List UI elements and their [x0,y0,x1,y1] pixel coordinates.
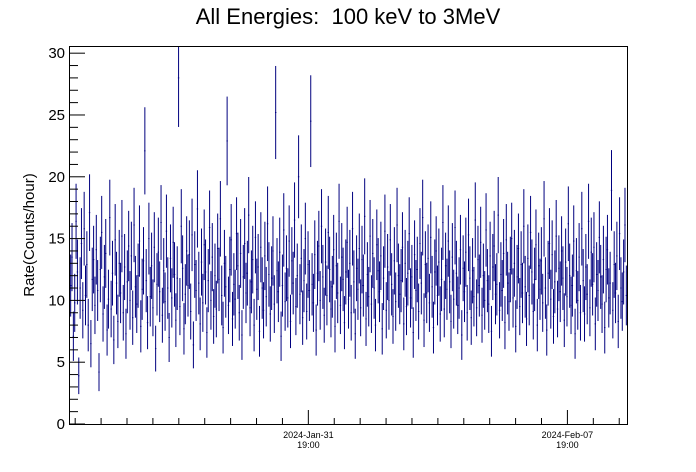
y-axis-label: Rate(Counts/hour) [21,173,38,296]
axes: 0510152025302024-Jan-3119:002024-Feb-071… [48,45,620,450]
x-tick-label-date: 2024-Jan-31 [283,430,334,440]
chart-title: All Energies: 100 keV to 3MeV [195,4,501,29]
x-tick-label-time: 19:00 [297,440,320,450]
y-tick-label: 0 [57,416,65,433]
y-tick-label: 30 [48,45,65,62]
y-tick-label: 25 [48,107,65,124]
x-tick-label-date: 2024-Feb-07 [542,430,594,440]
plot-frame [69,46,628,425]
y-tick-label: 5 [57,354,65,371]
y-tick-label: 10 [48,292,65,309]
y-tick-label: 15 [48,231,65,248]
x-tick-label-time: 19:00 [556,440,579,450]
y-tick-label: 20 [48,169,65,186]
data-marks [70,47,627,395]
